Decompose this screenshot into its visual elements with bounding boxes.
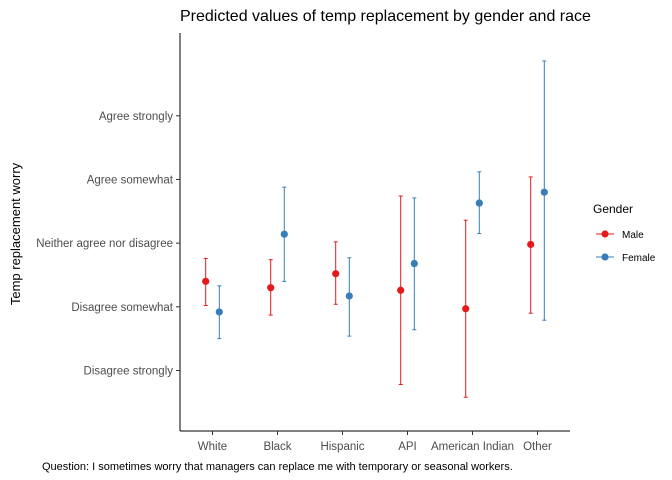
series-male — [202, 176, 535, 398]
x-axis-ticks: White Black Hispanic API American Indian Othe… — [198, 431, 552, 453]
data-point — [475, 199, 483, 207]
data-point — [280, 230, 288, 238]
data-point — [202, 277, 210, 285]
y-axis-ticks: Disagree strongly Disagree somewhat Neithe… — [36, 111, 180, 378]
y-tick-label: Disagree somewhat — [71, 302, 173, 314]
x-tick-label: Hispanic — [320, 441, 364, 453]
data-point — [267, 284, 275, 292]
axes — [179, 33, 570, 432]
data-point — [215, 308, 223, 316]
data-point — [345, 292, 353, 300]
chart-caption: Question: I sometimes worry that manager… — [42, 461, 513, 473]
data-point — [462, 305, 470, 313]
legend-title: Gender — [593, 202, 633, 216]
x-tick-label: American Indian — [431, 441, 514, 453]
data-marks — [202, 60, 548, 398]
y-tick-label: Disagree strongly — [84, 366, 174, 378]
x-tick-label: White — [198, 441, 227, 453]
y-tick-label: Neither agree nor disagree — [36, 238, 173, 250]
y-axis-title: Temp replacement worry — [8, 162, 23, 305]
data-point — [332, 270, 340, 278]
x-tick-label: Black — [263, 441, 291, 453]
legend-label: Female — [622, 253, 656, 264]
y-tick-label: Agree somewhat — [87, 174, 174, 186]
legend: Gender Male Female — [593, 202, 656, 264]
x-tick-label: API — [398, 441, 417, 453]
x-tick-label: Other — [523, 441, 552, 453]
legend-key-point — [601, 230, 609, 238]
y-tick-label: Agree strongly — [99, 111, 173, 123]
legend-key-point — [601, 253, 609, 261]
data-point — [540, 188, 548, 196]
data-point — [410, 259, 418, 268]
series-female — [215, 60, 548, 340]
legend-label: Male — [622, 230, 644, 241]
chart-title: Predicted values of temp replacement by … — [180, 8, 591, 25]
data-point — [527, 240, 535, 249]
data-point — [397, 286, 405, 294]
